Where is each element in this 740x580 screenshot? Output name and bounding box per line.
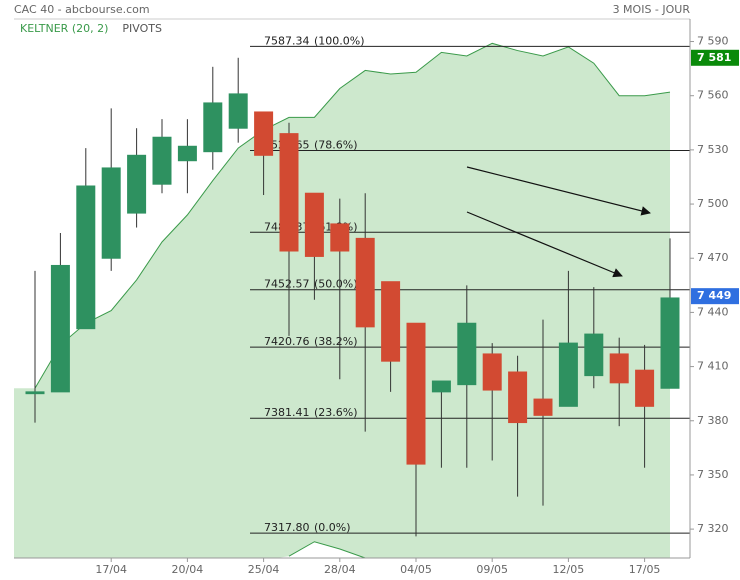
fib-pct: (78.6%) (314, 139, 358, 152)
x-tick-label: 20/04 (172, 563, 204, 576)
candle-body (203, 102, 223, 153)
fib-pct: (23.6%) (314, 406, 358, 419)
x-tick-label: 25/04 (248, 563, 280, 576)
candle-body (584, 333, 604, 377)
x-tick-label: 12/05 (553, 563, 585, 576)
chart-title: CAC 40 - abcbourse.com (14, 3, 150, 16)
candle-body (101, 167, 121, 259)
y-tick-label: 7 590 (697, 35, 729, 48)
price-badge (691, 288, 739, 305)
arrow (466, 166, 651, 216)
plot: 7587.34(100.0%)7529.65(78.6%)7484.37(61.… (14, 34, 690, 559)
candle-body (254, 111, 274, 156)
legend-entry: KELTNER (20, 2) (20, 22, 108, 35)
x-tick-label: 28/04 (324, 563, 356, 576)
candle-body (152, 136, 172, 185)
fib-label: 7452.57 (264, 278, 310, 291)
candle-body (508, 371, 528, 424)
fib-label: 7381.41 (264, 406, 310, 419)
candle-body (406, 322, 426, 465)
y-tick-label: 7 500 (697, 197, 729, 210)
candle-body (457, 322, 477, 386)
y-tick-label: 7 320 (697, 522, 729, 535)
fib-pct: (100.0%) (314, 34, 365, 47)
candle-body (381, 281, 401, 362)
y-tick-label: 7 530 (697, 143, 729, 156)
x-tick-label: 09/05 (476, 563, 508, 576)
y-tick-label: 7 470 (697, 251, 729, 264)
candle-body (330, 223, 350, 252)
candle-body (660, 297, 680, 389)
candle-body (304, 192, 324, 257)
fib-label: 7317.80 (264, 521, 310, 534)
price-badge (691, 49, 739, 66)
fib-pct: (0.0%) (314, 521, 351, 534)
y-tick-label: 7 440 (697, 305, 729, 318)
y-tick-label: 7 410 (697, 360, 729, 373)
arrow (466, 211, 623, 278)
legend-entry: PIVOTS (122, 22, 162, 35)
candle-body (635, 369, 655, 407)
candle-body (431, 380, 451, 393)
candle-body (76, 185, 96, 330)
candle-body (558, 342, 578, 407)
price-badge-label: 7 449 (697, 289, 731, 302)
price-badge-label: 7 581 (697, 51, 731, 64)
band-fill (14, 43, 670, 559)
y-tick-label: 7 560 (697, 89, 729, 102)
fib-label: 7420.76 (264, 335, 310, 348)
keltner-upper (34, 42, 671, 389)
candle-body (25, 391, 45, 395)
candle-body (609, 353, 629, 384)
fib-pct: (38.2%) (314, 335, 358, 348)
candle-body (228, 93, 248, 129)
keltner-lower (288, 541, 366, 559)
candle-body (279, 133, 299, 252)
x-tick-label: 17/04 (95, 563, 127, 576)
x-tick-label: 17/05 (629, 563, 661, 576)
header-bg (0, 0, 740, 19)
candle-body (127, 154, 147, 214)
candle-body (355, 237, 375, 328)
candle-body (177, 145, 197, 162)
x-tick-label: 04/05 (400, 563, 432, 576)
fib-label: 7587.34 (264, 34, 310, 47)
candle-body (533, 398, 553, 416)
y-tick-label: 7 380 (697, 414, 729, 427)
candle-body (50, 264, 70, 393)
period: 3 MOIS - JOUR (613, 3, 691, 16)
y-tick-label: 7 350 (697, 468, 729, 481)
candle-body (482, 353, 502, 391)
fib-pct: (50.0%) (314, 278, 358, 291)
